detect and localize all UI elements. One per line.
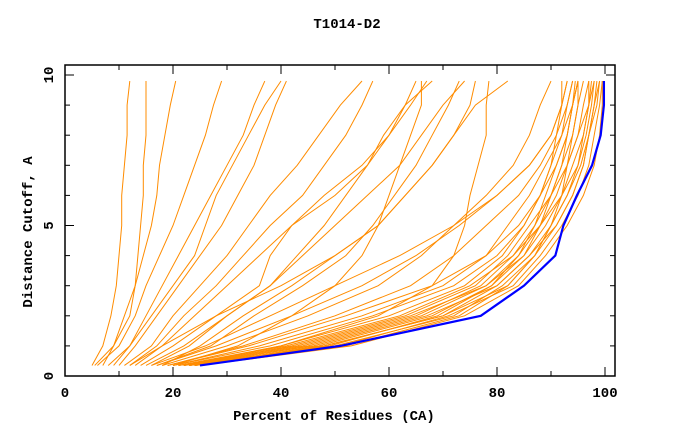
series-line-33 bbox=[172, 81, 563, 366]
series-line-4 bbox=[97, 80, 223, 366]
y-tick-labels: 0 5 10 bbox=[42, 67, 58, 381]
x-tick-label: 80 bbox=[489, 386, 506, 402]
series-line-27 bbox=[183, 80, 579, 366]
x-tick-label: 60 bbox=[381, 386, 398, 402]
series-line-11 bbox=[134, 80, 428, 366]
series-line-32 bbox=[194, 80, 603, 366]
series-line-15 bbox=[156, 80, 460, 366]
series-line-36 bbox=[199, 81, 603, 366]
series-line-8 bbox=[124, 80, 363, 366]
y-axis-label: Distance Cutoff, A bbox=[21, 156, 37, 308]
y-tick-label: 10 bbox=[42, 67, 58, 84]
y-tick-label: 0 bbox=[42, 372, 58, 380]
series-line-2 bbox=[94, 81, 147, 366]
series-line-34 bbox=[167, 80, 579, 366]
x-tick-label: 100 bbox=[592, 386, 617, 402]
series-line-17 bbox=[183, 80, 490, 366]
series-line-13 bbox=[151, 80, 465, 366]
series-line-40 bbox=[129, 80, 476, 366]
series-line-7 bbox=[107, 80, 282, 366]
series-line-28 bbox=[178, 80, 576, 366]
series-line-35 bbox=[178, 80, 592, 366]
x-tick-labels: 0 20 40 60 80 100 bbox=[61, 386, 618, 402]
x-tick-label: 40 bbox=[273, 386, 290, 402]
series-line-19 bbox=[167, 80, 574, 366]
series-line-9 bbox=[129, 80, 374, 366]
series-line-31 bbox=[183, 80, 598, 366]
y-tick-label: 5 bbox=[42, 221, 58, 229]
series-line-39 bbox=[151, 80, 568, 366]
axis-ticks bbox=[64, 65, 615, 377]
plot-frame bbox=[64, 64, 616, 377]
series-lines bbox=[91, 80, 606, 367]
series-line-37 bbox=[189, 81, 579, 366]
x-tick-label: 20 bbox=[165, 386, 182, 402]
highlight-series-line bbox=[199, 81, 606, 367]
x-axis-label: Percent of Residues (CA) bbox=[233, 409, 435, 425]
series-line-12 bbox=[145, 80, 433, 366]
series-line-6 bbox=[118, 80, 287, 366]
x-tick-label: 0 bbox=[61, 386, 69, 402]
series-line-5 bbox=[113, 80, 266, 366]
chart-title: T1014-D2 bbox=[313, 17, 380, 33]
series-line-20 bbox=[172, 80, 574, 366]
series-line-1 bbox=[91, 80, 131, 366]
series-line-3 bbox=[102, 80, 177, 366]
